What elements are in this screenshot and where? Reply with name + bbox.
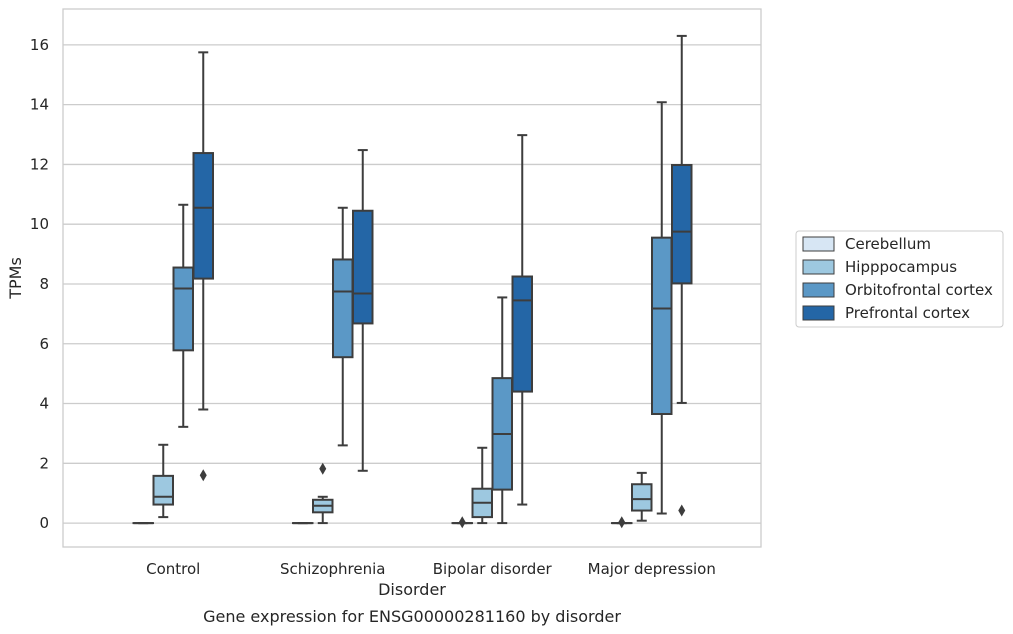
- x-tick-label: Schizophrenia: [280, 560, 385, 578]
- x-axis-title: Disorder: [378, 580, 446, 599]
- box-body: [152, 474, 174, 506]
- legend-label: Hipppocampus: [845, 258, 957, 276]
- legend: Cerebellum Hipppocampus Orbitofrontal cort…: [795, 230, 1004, 328]
- x-tick-labels: Control Schizophrenia Bipolar disorder Majo…: [146, 560, 716, 578]
- legend-swatch: [802, 259, 835, 275]
- legend-frame: [795, 230, 1004, 328]
- y-tick-label: 10: [30, 215, 49, 233]
- boxes: [132, 34, 693, 529]
- y-tick-label: 2: [39, 454, 49, 472]
- box-group: [651, 101, 673, 515]
- box-body: [511, 275, 533, 393]
- x-tick-label: Bipolar disorder: [433, 560, 553, 578]
- legend-label: Cerebellum: [845, 235, 931, 253]
- box-group: [192, 51, 214, 482]
- box-body: [671, 164, 693, 285]
- outlier-point: [199, 469, 207, 482]
- box-body: [631, 483, 653, 512]
- outlier-point: [319, 462, 327, 475]
- box-body: [352, 209, 374, 325]
- y-tick-labels: 0 2 4 6 8 10 12 14 16: [30, 36, 49, 532]
- box-group: [631, 471, 653, 522]
- x-tick-label: Major depression: [588, 560, 716, 578]
- outlier-point: [678, 504, 686, 517]
- y-tick-label: 14: [30, 96, 49, 114]
- box-group: [671, 34, 693, 517]
- box-group: [352, 149, 374, 472]
- legend-swatch: [802, 305, 835, 321]
- y-tick-label: 16: [30, 36, 49, 54]
- box-group: [471, 446, 493, 525]
- box-body: [332, 258, 354, 359]
- box-group: [152, 443, 174, 519]
- legend-label: Orbitofrontal cortex: [845, 281, 993, 299]
- box-group: [172, 203, 194, 428]
- box-body: [192, 152, 214, 280]
- y-tick-label: 6: [39, 335, 49, 353]
- box-group: [611, 516, 633, 529]
- y-tick-label: 4: [39, 395, 49, 413]
- box-body: [651, 236, 673, 415]
- outlier-point: [618, 516, 626, 529]
- gridlines: [63, 44, 761, 524]
- y-axis-title: TPMs: [6, 257, 25, 300]
- chart-title: Gene expression for ENSG00000281160 by d…: [203, 607, 621, 626]
- legend-swatch: [802, 236, 835, 252]
- box-group: [451, 516, 473, 529]
- outlier-point: [458, 516, 466, 529]
- box-group: [511, 134, 533, 506]
- box-group: [491, 296, 513, 525]
- y-tick-label: 12: [30, 155, 49, 173]
- box-body: [172, 266, 194, 352]
- y-tick-label: 8: [39, 275, 49, 293]
- legend-swatch: [802, 282, 835, 298]
- y-tick-label: 0: [39, 514, 49, 532]
- box-group: [312, 462, 334, 525]
- x-tick-label: Control: [146, 560, 200, 578]
- legend-label: Prefrontal cortex: [845, 304, 970, 322]
